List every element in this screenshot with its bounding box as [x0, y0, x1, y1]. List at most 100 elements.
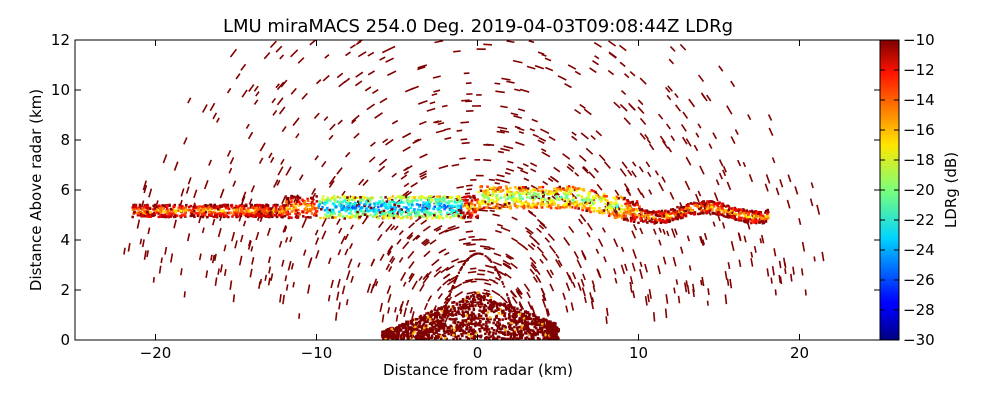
layer-pixel	[498, 190, 501, 194]
layer-pixel	[407, 196, 410, 199]
layer-pixel	[240, 210, 244, 213]
layer-pixel	[274, 205, 278, 208]
noise-mark	[421, 238, 428, 245]
layer-pixel	[303, 200, 307, 204]
noise-mark	[564, 82, 572, 89]
layer-pixel	[290, 216, 293, 219]
layer-pixel	[565, 185, 569, 189]
layer-pixel	[264, 204, 267, 208]
noise-mark	[667, 85, 673, 92]
noise-mark	[408, 273, 415, 283]
noise-mark	[685, 138, 692, 147]
layer-pixel	[271, 213, 274, 216]
noise-mark	[338, 302, 341, 310]
layer-pixel	[343, 199, 347, 202]
noise-mark	[658, 239, 662, 246]
layer-pixel	[445, 215, 448, 218]
layer-pixel	[208, 208, 212, 211]
clutter-mark	[470, 311, 474, 314]
clutter-mark	[382, 330, 386, 334]
noise-mark	[727, 262, 731, 270]
layer-pixel	[647, 217, 651, 220]
layer-pixel	[290, 200, 293, 204]
noise-mark	[567, 163, 575, 170]
clutter-mark	[448, 317, 451, 321]
noise-mark	[620, 246, 625, 253]
layer-pixel	[311, 197, 315, 201]
layer-pixel	[348, 202, 352, 205]
layer-pixel	[363, 196, 367, 200]
x-axis-label: Distance from radar (km)	[383, 361, 573, 379]
noise-mark	[786, 199, 791, 209]
layer-pixel	[691, 202, 695, 206]
clutter-mark	[488, 321, 491, 324]
layer-pixel	[662, 219, 665, 223]
layer-pixel	[404, 214, 408, 218]
noise-mark	[545, 66, 554, 72]
layer-pixel	[441, 216, 445, 220]
clutter-mark	[513, 317, 516, 320]
clutter-mark	[532, 332, 536, 336]
clutter-mark	[513, 325, 516, 329]
layer-pixel	[267, 214, 271, 217]
layer-pixel	[571, 185, 575, 189]
layer-pixel	[382, 216, 385, 220]
layer-pixel	[487, 190, 490, 194]
layer-pixel	[286, 207, 289, 211]
clutter-mark	[519, 329, 522, 333]
layer-pixel	[626, 206, 629, 210]
noise-mark	[285, 166, 292, 176]
clutter-mark	[508, 300, 511, 303]
layer-pixel	[241, 206, 244, 209]
noise-mark	[419, 153, 428, 159]
layer-pixel	[720, 213, 723, 217]
noise-mark	[143, 250, 147, 260]
noise-mark	[446, 278, 456, 286]
layer-pixel	[242, 211, 246, 215]
noise-mark	[484, 282, 492, 286]
layer-pixel	[167, 215, 170, 219]
y-tick-label: 0	[60, 331, 70, 349]
noise-mark	[774, 289, 777, 296]
layer-pixel	[388, 201, 392, 205]
layer-pixel	[438, 206, 442, 210]
layer-pixel	[171, 212, 174, 215]
noise-mark	[511, 216, 518, 221]
layer-pixel	[429, 195, 433, 198]
layer-pixel	[450, 199, 453, 203]
noise-mark	[398, 257, 404, 263]
noise-mark	[582, 165, 589, 172]
layer-pixel	[637, 214, 640, 217]
clutter-mark	[485, 317, 489, 321]
layer-pixel	[396, 212, 399, 216]
layer-pixel	[348, 197, 351, 201]
layer-pixel	[766, 208, 770, 212]
clutter-mark	[479, 303, 483, 306]
noise-mark	[382, 138, 389, 144]
colorbar-tick-label: −14	[903, 91, 935, 109]
noise-mark	[187, 177, 192, 185]
clutter-mark	[482, 306, 486, 309]
layer-pixel	[733, 215, 737, 219]
layer-pixel	[671, 218, 675, 221]
layer-pixel	[346, 205, 349, 208]
layer-pixel	[392, 214, 396, 218]
layer-pixel	[579, 203, 582, 206]
layer-pixel	[528, 192, 532, 195]
clutter-mark	[487, 301, 490, 305]
noise-mark	[661, 176, 666, 183]
layer-pixel	[644, 219, 647, 223]
clutter-mark	[504, 305, 507, 308]
layer-pixel	[717, 211, 720, 214]
layer-pixel	[375, 215, 379, 219]
layer-pixel	[504, 185, 508, 188]
clutter-mark	[454, 329, 458, 332]
layer-pixel	[730, 207, 734, 210]
clutter-mark	[501, 280, 504, 283]
clutter-mark	[495, 305, 499, 308]
noise-mark	[737, 159, 742, 167]
layer-pixel	[229, 211, 233, 215]
noise-mark	[504, 272, 512, 279]
noise-mark	[665, 123, 671, 130]
noise-mark	[282, 225, 287, 233]
